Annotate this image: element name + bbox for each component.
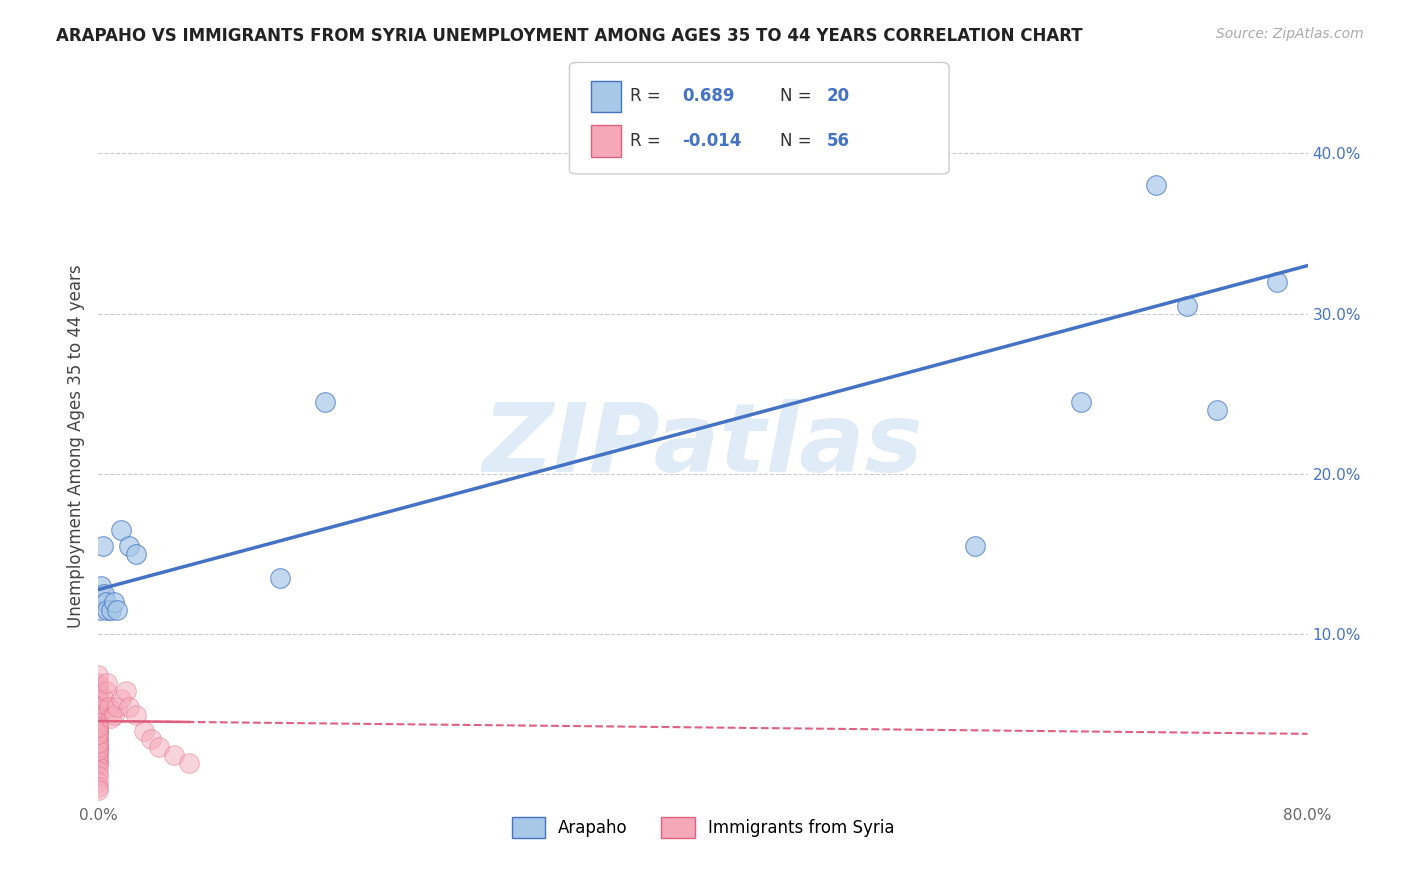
Point — [87, 747, 110, 762]
Point — [87, 731, 110, 746]
Point — [100, 603, 122, 617]
Point — [94, 595, 117, 609]
Point — [87, 752, 110, 766]
Point — [93, 587, 115, 601]
Point — [965, 539, 987, 553]
Text: ZIPatlas: ZIPatlas — [482, 400, 924, 492]
Point — [96, 603, 118, 617]
Point — [94, 683, 117, 698]
Point — [87, 691, 110, 706]
Point — [87, 679, 110, 693]
Point — [87, 747, 110, 762]
Point — [269, 571, 291, 585]
Text: 0.689: 0.689 — [682, 87, 734, 105]
Point — [1175, 299, 1198, 313]
Point — [1070, 395, 1092, 409]
Point — [87, 768, 110, 782]
Text: N =: N = — [780, 87, 817, 105]
Point — [87, 683, 110, 698]
Point — [87, 727, 110, 741]
Point — [87, 731, 110, 746]
Point — [87, 780, 110, 794]
Point — [87, 699, 110, 714]
Point — [100, 711, 122, 725]
Point — [87, 715, 110, 730]
Point — [87, 715, 110, 730]
Point — [91, 539, 114, 553]
Point — [87, 743, 110, 757]
Point — [314, 395, 336, 409]
Point — [110, 691, 132, 706]
Point — [105, 603, 128, 617]
Point — [118, 539, 141, 553]
Text: R =: R = — [630, 132, 666, 150]
Text: Source: ZipAtlas.com: Source: ZipAtlas.com — [1216, 27, 1364, 41]
Point — [141, 731, 163, 746]
Text: 56: 56 — [827, 132, 849, 150]
Point — [125, 707, 148, 722]
Point — [87, 723, 110, 738]
Point — [87, 743, 110, 757]
Point — [1144, 178, 1167, 193]
Text: -0.014: -0.014 — [682, 132, 741, 150]
Point — [87, 705, 110, 719]
Point — [87, 764, 110, 778]
Point — [90, 579, 112, 593]
Point — [118, 699, 141, 714]
Point — [96, 675, 118, 690]
Y-axis label: Unemployment Among Ages 35 to 44 years: Unemployment Among Ages 35 to 44 years — [66, 264, 84, 628]
Text: ARAPAHO VS IMMIGRANTS FROM SYRIA UNEMPLOYMENT AMONG AGES 35 TO 44 YEARS CORRELAT: ARAPAHO VS IMMIGRANTS FROM SYRIA UNEMPLO… — [56, 27, 1083, 45]
Text: N =: N = — [780, 132, 817, 150]
Point — [87, 739, 110, 754]
Point — [163, 747, 186, 762]
Point — [87, 707, 110, 722]
Point — [87, 756, 110, 770]
Point — [87, 739, 110, 754]
Point — [103, 595, 125, 609]
Point — [98, 699, 121, 714]
Point — [125, 547, 148, 561]
Legend: Arapaho, Immigrants from Syria: Arapaho, Immigrants from Syria — [505, 811, 901, 845]
Point — [103, 707, 125, 722]
Point — [87, 783, 110, 797]
Point — [93, 691, 115, 706]
Point — [87, 711, 110, 725]
Point — [87, 695, 110, 709]
Point — [87, 736, 110, 750]
Point — [87, 752, 110, 766]
Point — [148, 739, 170, 754]
Point — [132, 723, 155, 738]
Point — [114, 683, 136, 698]
Text: R =: R = — [630, 87, 666, 105]
Point — [87, 707, 110, 722]
Text: 20: 20 — [827, 87, 849, 105]
Point — [87, 699, 110, 714]
Point — [110, 523, 132, 537]
Point — [87, 736, 110, 750]
Point — [105, 699, 128, 714]
Point — [87, 675, 110, 690]
Point — [179, 756, 201, 770]
Point — [87, 727, 110, 741]
Point — [87, 775, 110, 789]
Point — [87, 667, 110, 681]
Point — [87, 723, 110, 738]
Point — [1267, 275, 1289, 289]
Point — [1206, 403, 1229, 417]
Point — [89, 603, 111, 617]
Point — [87, 689, 110, 703]
Point — [87, 759, 110, 773]
Point — [87, 721, 110, 735]
Point — [87, 721, 110, 735]
